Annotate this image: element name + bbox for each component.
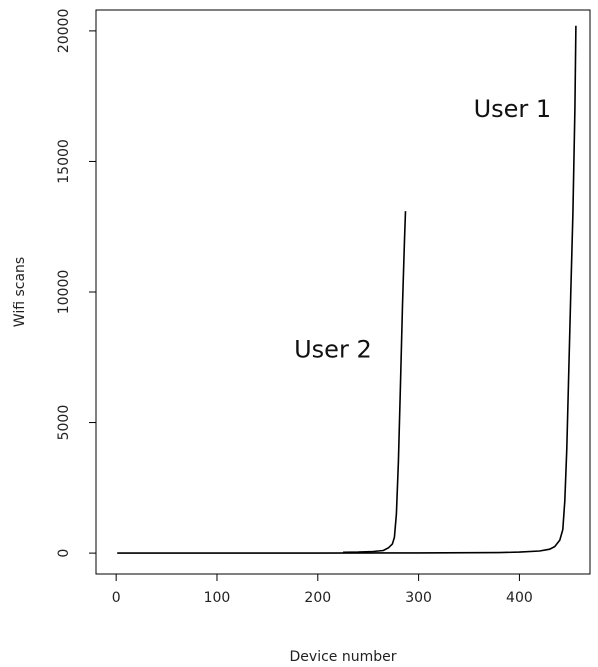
x-tick-label: 300 xyxy=(405,590,432,606)
series-line-user-2 xyxy=(342,211,407,554)
x-axis-label: Device number xyxy=(290,649,397,665)
x-tick-label: 100 xyxy=(204,590,231,606)
annotation-user-1: User 1 xyxy=(474,95,552,123)
series-line-user-1 xyxy=(117,25,577,554)
annotation-layer: User 1 User 2 xyxy=(294,95,551,363)
y-tick-label: 5000 xyxy=(56,405,72,441)
y-tick-label: 15000 xyxy=(56,139,72,184)
x-tick-label: 0 xyxy=(112,590,121,606)
x-tick-label: 200 xyxy=(304,590,331,606)
y-axis-label: Wifi scans xyxy=(12,257,28,327)
y-tick-label: 20000 xyxy=(56,9,72,54)
y-axis: 0 5000 10000 15000 20000 xyxy=(56,9,96,558)
y-tick-label: 10000 xyxy=(56,270,72,315)
annotation-user-2: User 2 xyxy=(294,335,372,363)
series-layer xyxy=(117,25,577,554)
x-axis: 0 100 200 300 400 xyxy=(112,574,533,606)
x-tick-label: 400 xyxy=(506,590,533,606)
y-tick-label: 0 xyxy=(56,549,72,558)
